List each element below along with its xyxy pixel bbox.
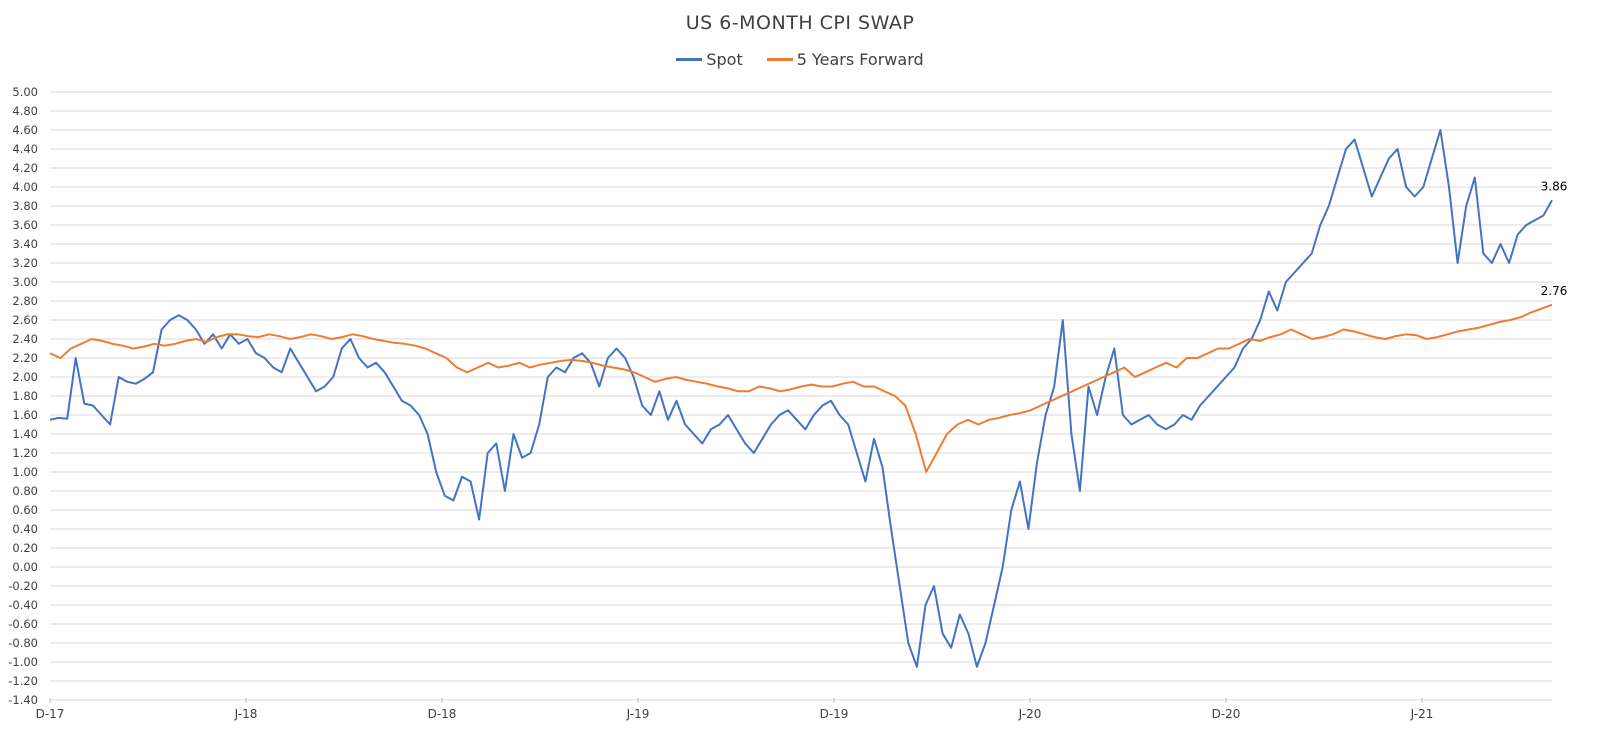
x-tick-label: J-20	[1018, 707, 1042, 721]
y-tick-label: -0.60	[8, 617, 38, 631]
y-tick-label: -0.20	[8, 579, 38, 593]
series-lines	[49, 129, 1553, 668]
x-axis-ticks: D-17 J-18 D-18 J-19 D-19 J-20 D-20 J-21	[36, 698, 1434, 721]
y-tick-label: 2.40	[12, 332, 38, 346]
y-tick-label: 4.60	[12, 123, 38, 137]
y-tick-label: -0.80	[8, 636, 38, 650]
y-tick-label: 1.20	[12, 446, 38, 460]
x-tick-label: J-19	[626, 707, 650, 721]
y-tick-label: 3.20	[12, 256, 38, 270]
y-tick-label: -1.00	[8, 655, 38, 669]
chart-title: US 6-MONTH CPI SWAP	[685, 12, 915, 34]
legend-label-spot: Spot	[706, 50, 743, 69]
y-tick-label: 1.00	[12, 465, 38, 479]
legend-item-spot: Spot	[676, 50, 743, 69]
y-tick-label: 2.00	[12, 370, 38, 384]
y-tick-label: -0.40	[8, 598, 38, 612]
y-tick-label: 4.80	[12, 104, 38, 118]
y-tick-label: 1.40	[12, 427, 38, 441]
y-tick-label: 2.20	[12, 351, 38, 365]
y-tick-label: 1.60	[12, 408, 38, 422]
y-tick-label: 4.00	[12, 180, 38, 194]
end-label-forward: 2.76	[1541, 284, 1568, 298]
y-tick-label: 2.60	[12, 313, 38, 327]
legend-item-forward: 5 Years Forward	[766, 50, 924, 69]
series-line-forward	[49, 303, 1553, 473]
y-tick-label: -1.20	[8, 674, 38, 688]
y-tick-label: 0.20	[12, 541, 38, 555]
x-tick-label: D-17	[36, 707, 65, 721]
y-tick-label: 3.80	[12, 199, 38, 213]
x-tick-label: D-20	[1212, 707, 1241, 721]
legend-swatch-spot	[676, 58, 703, 61]
y-tick-label: 1.80	[12, 389, 38, 403]
y-tick-label: -1.40	[8, 693, 38, 707]
x-tick-label: J-18	[234, 707, 258, 721]
x-tick-label: D-18	[428, 707, 457, 721]
series-line-spot	[49, 129, 1553, 668]
x-tick-label: J-21	[1410, 707, 1434, 721]
y-tick-label: 0.00	[12, 560, 38, 574]
y-tick-label: 0.40	[12, 522, 38, 536]
end-label-spot: 3.86	[1541, 179, 1568, 193]
grid-lines	[50, 91, 1552, 701]
y-axis-ticks: 5.00 4.80 4.60 4.40 4.20 4.00 3.80 3.60 3.40 3.20…	[8, 85, 38, 707]
legend: Spot 5 Years Forward	[0, 50, 1600, 69]
y-tick-label: 4.20	[12, 161, 38, 175]
y-tick-label: 2.80	[12, 294, 38, 308]
end-labels: 3.86 2.76	[1541, 179, 1568, 297]
y-tick-label: 0.60	[12, 503, 38, 517]
y-tick-label: 5.00	[12, 85, 38, 99]
legend-label-forward: 5 Years Forward	[796, 50, 924, 69]
x-tick-label: D-19	[820, 707, 849, 721]
y-tick-label: 3.60	[12, 218, 38, 232]
legend-swatch-forward	[766, 58, 793, 61]
y-tick-label: 3.00	[12, 275, 38, 289]
y-tick-label: 0.80	[12, 484, 38, 498]
y-tick-label: 3.40	[12, 237, 38, 251]
y-tick-label: 4.40	[12, 142, 38, 156]
